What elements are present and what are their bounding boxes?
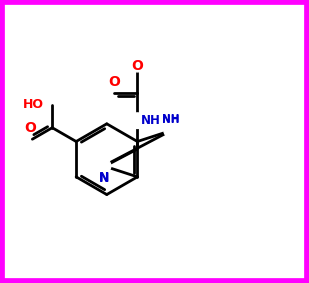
Text: O: O (108, 75, 120, 89)
Circle shape (129, 113, 145, 128)
Text: N: N (99, 171, 109, 184)
Text: NH: NH (162, 114, 180, 124)
Text: O: O (25, 121, 36, 135)
Text: HO: HO (23, 98, 44, 111)
Circle shape (97, 159, 111, 173)
Text: NH: NH (162, 115, 180, 125)
Circle shape (131, 59, 144, 72)
Circle shape (164, 123, 178, 138)
Text: NH: NH (141, 114, 161, 127)
Text: O: O (131, 59, 143, 72)
Text: N: N (99, 172, 109, 185)
